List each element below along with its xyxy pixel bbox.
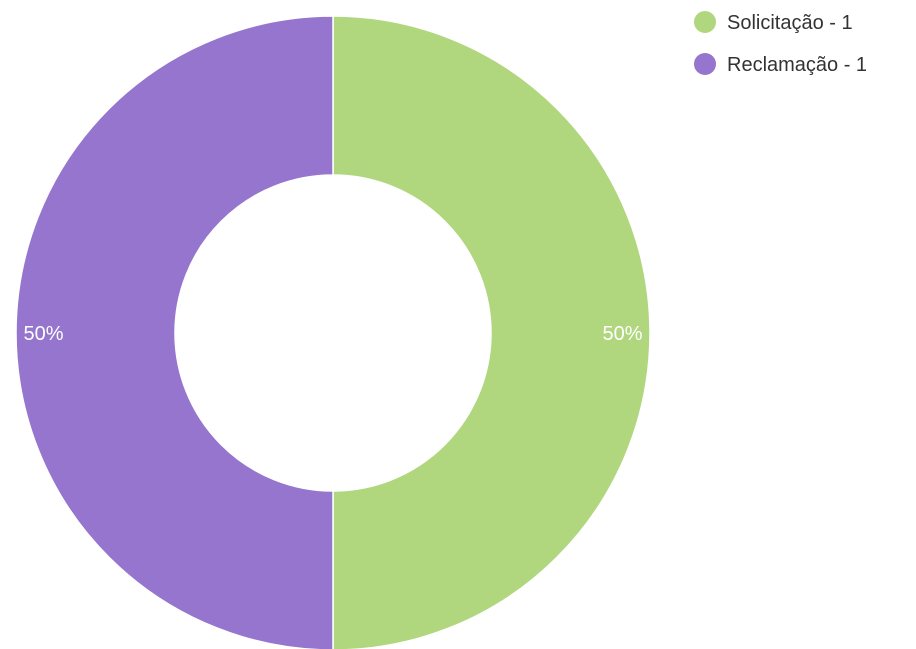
slice-reclamação[interactable] (15, 15, 334, 649)
legend: Solicitação - 1 Reclamação - 1 (694, 11, 867, 76)
legend-label-reclamação[interactable]: Reclamação - 1 (727, 54, 867, 76)
slice-labels-layer: 50% 50% (23, 323, 642, 345)
legend-swatch-reclamação[interactable] (694, 53, 716, 75)
slice-label-solicitação: 50% (602, 323, 642, 345)
slice-label-reclamação: 50% (23, 323, 63, 345)
slice-solicitação[interactable] (332, 15, 651, 649)
legend-label-solicitação[interactable]: Solicitação - 1 (727, 12, 853, 34)
legend-swatch-solicitação[interactable] (694, 11, 716, 33)
slices-layer (15, 15, 651, 649)
